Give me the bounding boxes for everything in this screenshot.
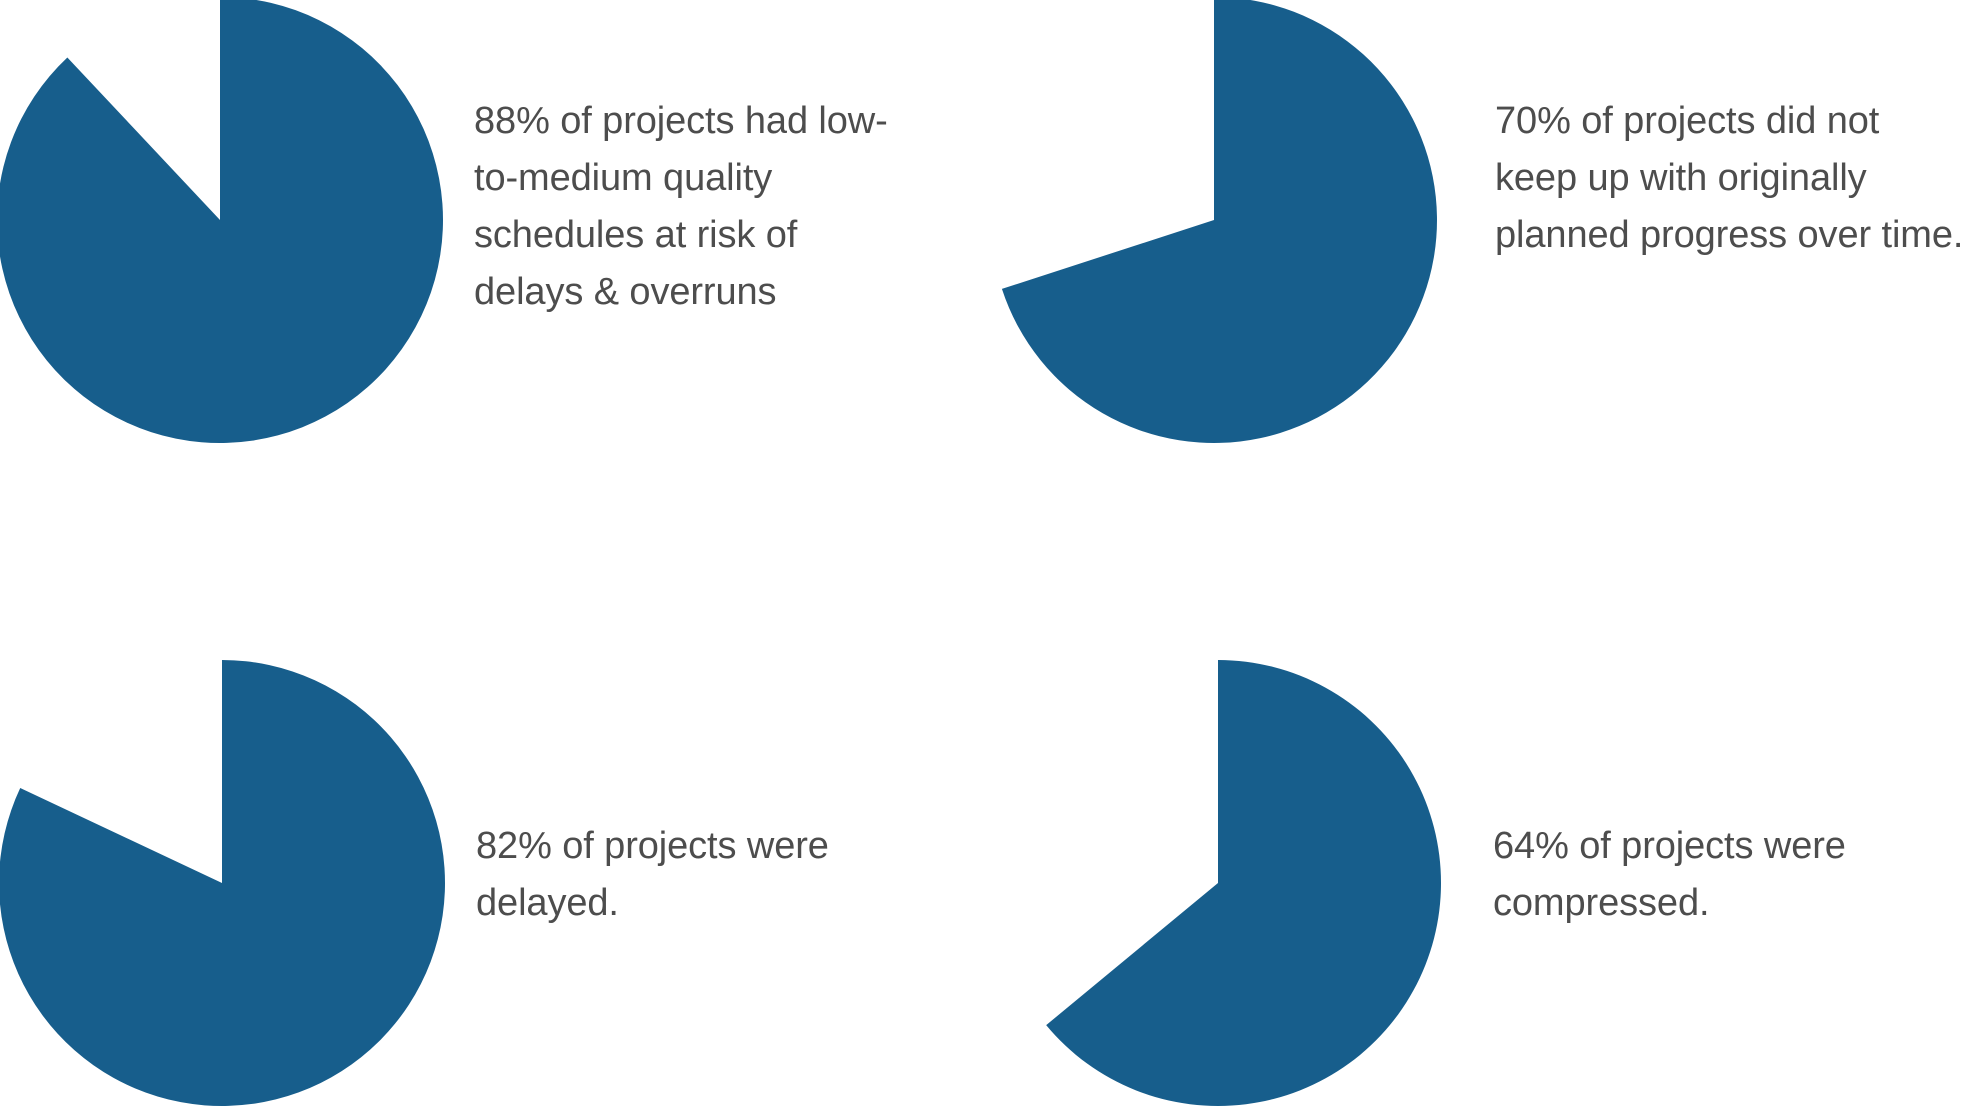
pie-chart-quality	[0, 0, 445, 445]
caption-quality: 88% of projects had low-to-medium qualit…	[474, 100, 888, 313]
pie-chart-delayed	[0, 660, 447, 1108]
stat-block-quality: 88% of projects had low-to-medium qualit…	[0, 0, 987, 551]
stat-block-delayed: 82% of projects were delayed.	[0, 660, 989, 1108]
caption-progress: 70% of projects did not keep up with ori…	[1495, 100, 1964, 256]
caption-compressed: 64% of projects were compressed.	[1493, 825, 1846, 924]
pie-quality-svg	[0, 0, 443, 443]
pie-chart-compressed	[993, 660, 1443, 1108]
pie-delayed-svg	[0, 660, 445, 1106]
stat-block-compressed: 64% of projects were compressed.	[993, 660, 1971, 1108]
pie-slice-quality	[0, 0, 443, 443]
caption-delayed: 82% of projects were delayed.	[476, 825, 829, 924]
pie-progress-svg	[1001, 0, 1437, 443]
pie-slice-delayed	[0, 660, 445, 1106]
pie-compressed-svg	[1046, 660, 1442, 1106]
stat-block-progress: 70% of projects did not keep up with ori…	[989, 0, 1971, 551]
pie-chart-progress	[989, 0, 1439, 445]
pie-slice-compressed	[1046, 660, 1442, 1106]
pie-slice-progress	[1001, 0, 1437, 443]
